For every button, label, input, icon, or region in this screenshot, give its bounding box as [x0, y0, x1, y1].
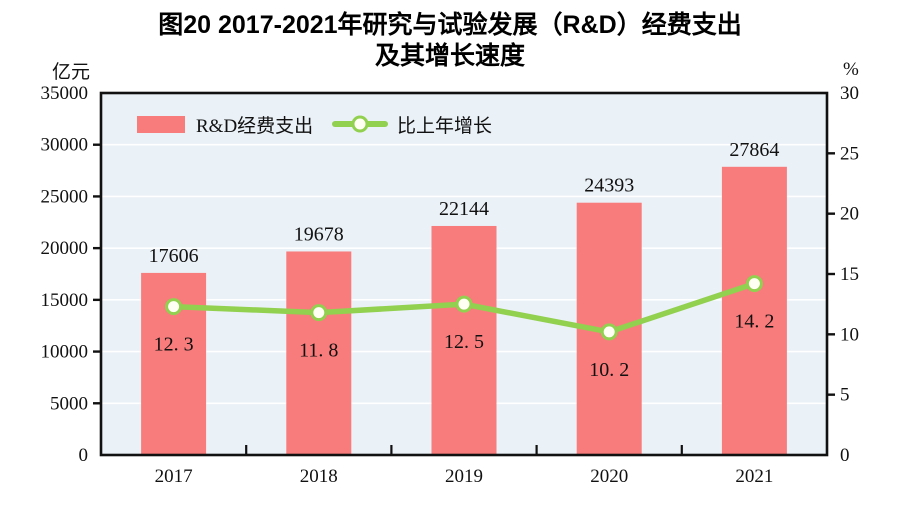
growth-value-label-2018: 11. 8 [299, 340, 338, 362]
right-axis-label-10: 10 [840, 324, 859, 345]
right-axis-label-20: 20 [840, 204, 859, 225]
bar-value-label-2020: 24393 [584, 175, 634, 197]
bar-2019 [431, 225, 497, 455]
growth-value-label-2020: 10. 2 [589, 359, 629, 381]
bar-2021 [721, 166, 787, 455]
legend-bar-label: R&D经费支出 [196, 115, 313, 137]
growth-value-label-2021: 14. 2 [734, 311, 774, 333]
right-axis-label-0: 0 [840, 445, 850, 466]
chart-title: 图20 2017-2021年研究与试验发展（R&D）经费支出 及其增长速度 [0, 10, 900, 72]
growth-point-2019 [455, 295, 473, 313]
right-axis-label-5: 5 [840, 385, 850, 406]
chart-title-line1: 图20 2017-2021年研究与试验发展（R&D）经费支出 [158, 11, 742, 39]
left-axis-label-30000: 30000 [41, 135, 89, 156]
growth-point-2021 [745, 275, 763, 293]
legend-bar-swatch [137, 116, 185, 133]
growth-value-label-2017: 12. 3 [154, 334, 194, 356]
legend-line-label: 比上年增长 [397, 115, 492, 137]
x-axis-label-2019: 2019 [445, 466, 483, 487]
bar-2018 [286, 251, 352, 455]
growth-point-2018 [310, 304, 328, 322]
bar-value-label-2017: 17606 [149, 245, 199, 267]
growth-point-2020 [600, 323, 618, 341]
x-axis-label-2020: 2020 [590, 466, 628, 487]
right-axis-unit-label: % [843, 59, 859, 80]
right-axis-label-30: 30 [840, 83, 859, 104]
x-axis-label-2018: 2018 [300, 466, 338, 487]
legend-line-marker [351, 115, 369, 133]
bar-value-label-2018: 19678 [294, 223, 344, 245]
bar-value-label-2019: 22144 [439, 198, 489, 220]
left-axis-label-10000: 10000 [41, 342, 89, 363]
left-axis-label-15000: 15000 [41, 290, 89, 311]
growth-value-label-2019: 12. 5 [444, 331, 484, 353]
right-axis-label-15: 15 [840, 264, 859, 285]
left-axis-label-0: 0 [79, 445, 89, 466]
chart-title-line2: 及其增长速度 [374, 42, 525, 70]
bar-value-label-2021: 27864 [729, 139, 779, 161]
left-axis-unit-label: 亿元 [52, 62, 91, 83]
growth-point-2017 [165, 298, 183, 316]
left-axis-label-20000: 20000 [41, 238, 89, 259]
left-axis-label-35000: 35000 [41, 83, 89, 104]
left-axis-label-25000: 25000 [41, 186, 89, 207]
x-axis-label-2021: 2021 [735, 466, 773, 487]
right-axis-label-25: 25 [840, 143, 859, 164]
x-axis-label-2017: 2017 [155, 466, 193, 487]
left-axis-label-5000: 5000 [50, 393, 88, 414]
